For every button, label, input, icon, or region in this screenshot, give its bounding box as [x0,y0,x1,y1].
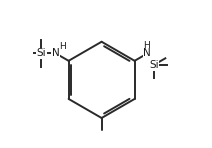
Text: N: N [144,49,151,58]
Text: N: N [52,49,60,58]
Text: Si: Si [149,60,159,70]
Text: H: H [143,41,149,50]
Text: Si: Si [36,49,46,58]
Text: H: H [60,42,66,51]
